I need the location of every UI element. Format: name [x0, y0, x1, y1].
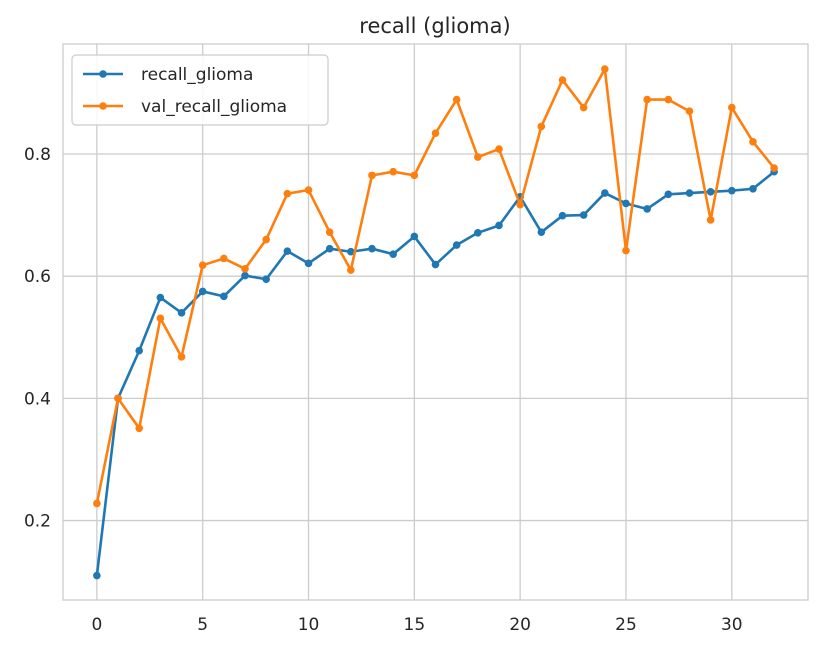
y-tick-label: 0.2 [24, 512, 51, 532]
data-point-recall_glioma [664, 190, 673, 199]
x-tick-label: 25 [615, 615, 637, 635]
tick-layer: 0 5 10 15 20 25 30 0.2 0.4 0.6 0.8 [24, 145, 743, 635]
x-tick-label: 0 [91, 615, 102, 635]
data-point-val_recall_glioma [93, 499, 101, 508]
data-point-recall_glioma [93, 571, 101, 580]
data-point-recall_glioma [728, 186, 736, 195]
data-point-recall_glioma [622, 199, 630, 208]
data-point-recall_glioma [643, 205, 651, 213]
data-point-recall_glioma [495, 221, 503, 230]
data-point-val_recall_glioma [410, 171, 419, 180]
data-point-recall_glioma [220, 292, 228, 301]
data-point-val_recall_glioma [770, 164, 778, 172]
legend-swatch-marker [99, 70, 107, 78]
data-point-recall_glioma [156, 293, 165, 302]
data-point-recall_glioma [706, 188, 715, 196]
data-point-val_recall_glioma [749, 137, 757, 146]
data-point-recall_glioma [304, 259, 313, 268]
data-point-val_recall_glioma [664, 95, 673, 104]
grid-layer [63, 44, 808, 600]
data-point-val_recall_glioma [220, 254, 228, 263]
y-tick-label: 0.4 [24, 389, 51, 409]
legend-box [71, 54, 329, 126]
data-point-val_recall_glioma [198, 261, 207, 269]
data-point-val_recall_glioma [452, 95, 461, 104]
data-point-recall_glioma [198, 287, 207, 296]
data-point-val_recall_glioma [241, 265, 249, 273]
data-point-recall_glioma [241, 271, 249, 280]
x-tick-label: 20 [509, 615, 531, 635]
data-point-recall_glioma [177, 309, 186, 317]
legend-swatch-marker [99, 102, 107, 110]
data-point-val_recall_glioma [368, 171, 376, 180]
data-point-val_recall_glioma [558, 76, 567, 84]
data-point-recall_glioma [749, 185, 757, 193]
data-point-val_recall_glioma [643, 95, 651, 104]
data-point-val_recall_glioma [389, 167, 397, 176]
y-tick-label: 0.8 [24, 145, 51, 165]
data-point-recall_glioma [262, 275, 270, 284]
data-point-val_recall_glioma [283, 189, 292, 198]
series-recall_glioma [93, 167, 778, 580]
x-tick-label: 30 [721, 615, 743, 635]
data-point-recall_glioma [135, 346, 143, 355]
legend-label: val_recall_glioma [141, 97, 287, 117]
legend: recall_glioma val_recall_glioma [71, 54, 329, 126]
data-point-val_recall_glioma [728, 103, 736, 112]
data-point-val_recall_glioma [431, 129, 440, 138]
data-point-recall_glioma [601, 189, 609, 197]
legend-label: recall_glioma [141, 65, 253, 85]
data-point-recall_glioma [537, 228, 546, 236]
data-point-recall_glioma [474, 228, 482, 237]
data-point-recall_glioma [558, 211, 567, 220]
data-point-recall_glioma [410, 232, 419, 241]
data-point-recall_glioma [452, 241, 461, 249]
data-point-val_recall_glioma [135, 424, 143, 433]
data-point-recall_glioma [325, 244, 334, 253]
data-point-recall_glioma [389, 250, 397, 258]
data-point-val_recall_glioma [706, 216, 715, 224]
data-point-val_recall_glioma [325, 228, 334, 236]
data-point-val_recall_glioma [579, 103, 588, 112]
data-point-val_recall_glioma [537, 122, 546, 131]
data-point-recall_glioma [431, 260, 440, 269]
data-point-recall_glioma [579, 211, 588, 219]
data-point-val_recall_glioma [474, 153, 482, 161]
data-point-val_recall_glioma [622, 246, 630, 255]
data-point-val_recall_glioma [685, 107, 694, 116]
data-point-recall_glioma [283, 247, 292, 255]
data-point-val_recall_glioma [304, 186, 313, 194]
data-point-val_recall_glioma [156, 314, 165, 323]
data-point-val_recall_glioma [347, 266, 355, 274]
series-line-recall_glioma [95, 170, 776, 577]
data-point-val_recall_glioma [601, 65, 609, 73]
data-point-recall_glioma [685, 189, 694, 197]
data-point-val_recall_glioma [262, 235, 270, 244]
data-point-val_recall_glioma [516, 200, 524, 209]
data-point-val_recall_glioma [495, 145, 503, 153]
series-layer [93, 65, 778, 580]
x-tick-label: 15 [404, 615, 426, 635]
series-val_recall_glioma [93, 65, 778, 508]
x-tick-label: 10 [298, 615, 320, 635]
data-point-val_recall_glioma [114, 394, 122, 403]
plot-frame [62, 43, 809, 601]
y-tick-label: 0.6 [24, 267, 51, 287]
data-point-recall_glioma [368, 244, 376, 253]
x-tick-label: 5 [197, 615, 208, 635]
data-point-val_recall_glioma [177, 353, 186, 361]
data-point-recall_glioma [347, 247, 355, 256]
chart-title: recall (glioma) [359, 14, 510, 38]
